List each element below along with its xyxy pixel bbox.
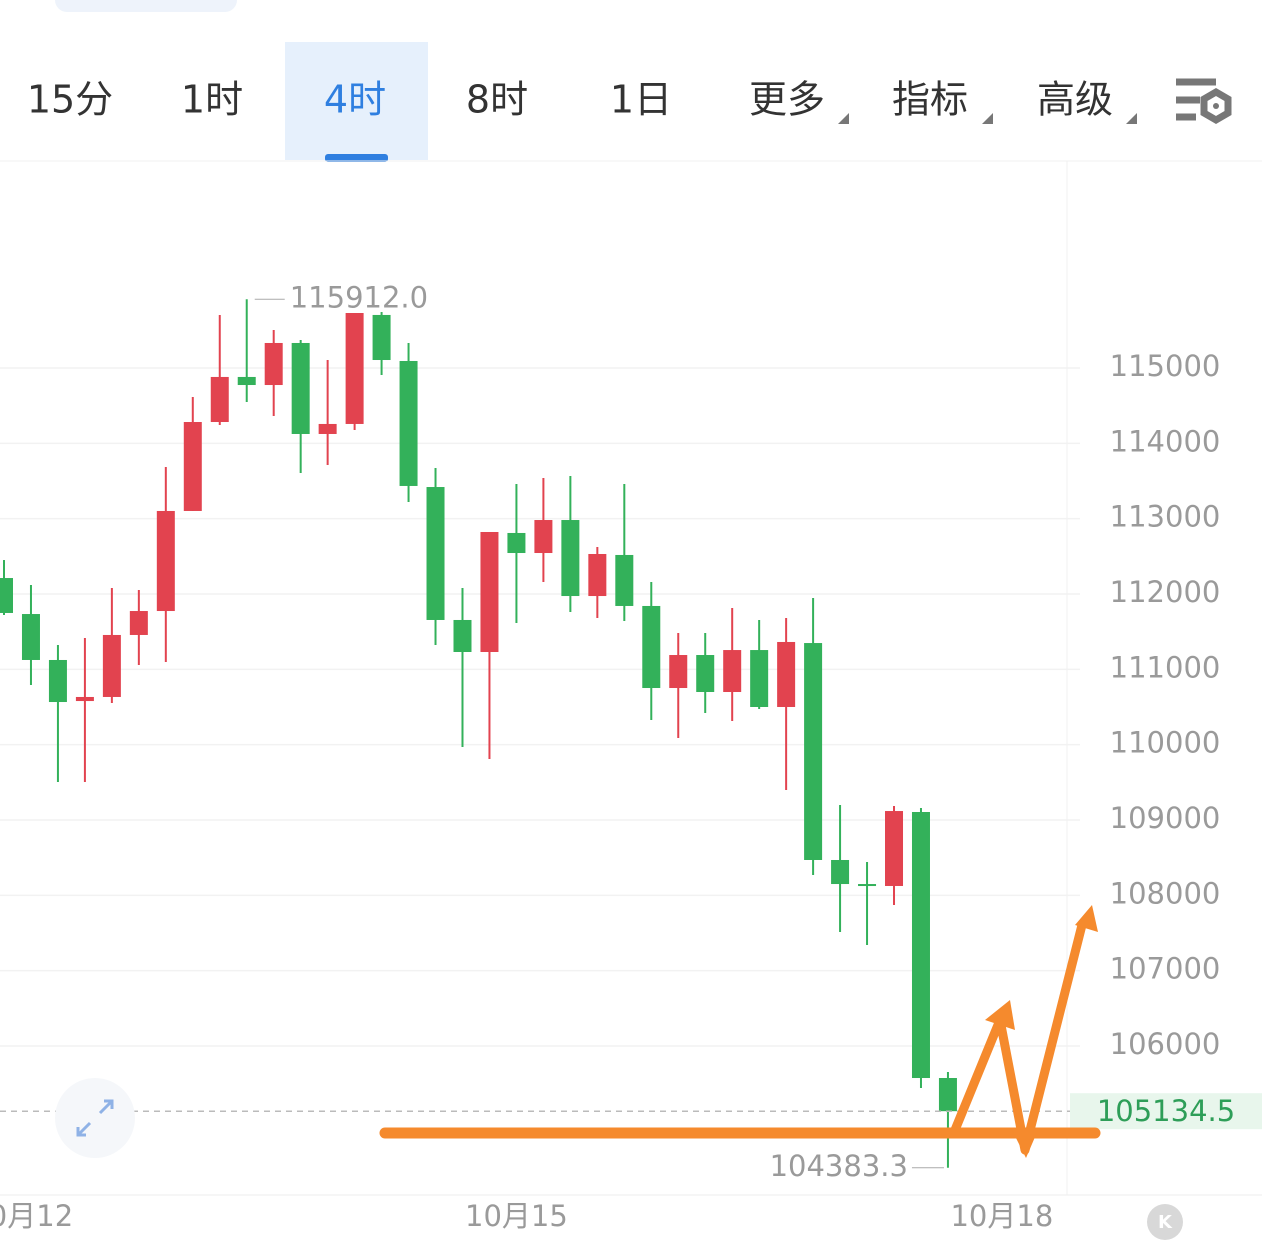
candle-body: [723, 650, 742, 693]
y-tick-label: 114000: [1110, 424, 1221, 458]
candle-body: [372, 314, 391, 361]
candle-body: [48, 659, 67, 703]
y-tick-label: 112000: [1110, 575, 1221, 609]
y-tick-label: 111000: [1110, 650, 1221, 684]
high-marker-label: 115912.0: [290, 280, 428, 314]
candle-body: [777, 641, 796, 707]
y-tick-label: 106000: [1110, 1027, 1221, 1061]
y-tick-label: 110000: [1110, 726, 1221, 760]
last-price-box: [1070, 1093, 1262, 1130]
y-tick-label: 115000: [1110, 349, 1221, 383]
candle-body: [210, 376, 229, 423]
tab[interactable]: 15分: [27, 78, 113, 122]
dropdown-carets: [838, 113, 1137, 124]
candle-body: [669, 655, 688, 689]
candle-body: [453, 619, 472, 652]
candle-body: [480, 531, 499, 652]
expand-button[interactable]: [55, 1078, 135, 1158]
candle-body: [938, 1078, 957, 1112]
candle-body: [642, 605, 661, 689]
candle-body: [156, 510, 175, 612]
candle-body: [399, 360, 418, 486]
last-price-label: 105134.5: [1097, 1094, 1235, 1128]
candle-body: [588, 553, 607, 597]
y-tick-label: 108000: [1110, 876, 1221, 910]
tab-bar: 15分 1时 4时 8时 1日 更多 指标 高级: [27, 78, 1113, 122]
y-tick-label: 109000: [1110, 801, 1221, 835]
candle-body: [615, 554, 634, 606]
candle-body: [264, 342, 283, 386]
candle-body: [426, 487, 445, 620]
tab[interactable]: 1时: [181, 78, 243, 122]
expand-icon: [76, 1099, 114, 1137]
candle-body: [858, 884, 877, 887]
candle-body: [291, 342, 310, 434]
candle-body: [318, 423, 337, 434]
active-tab-underline: [325, 154, 388, 162]
candle-body: [885, 811, 904, 886]
plot: 106000 107000 108000 109000 110000 111000 1120…: [0, 280, 1262, 1233]
candle-body: [804, 643, 823, 860]
candle-body: [102, 634, 121, 697]
candle-body: [75, 696, 94, 702]
x-tick-label: 10月15: [465, 1199, 568, 1233]
k-button[interactable]: [1147, 1204, 1183, 1240]
tab[interactable]: 高级: [1037, 78, 1113, 122]
candle-body: [507, 532, 526, 554]
candle-body: [534, 520, 553, 554]
tab[interactable]: 指标: [892, 78, 968, 122]
tab[interactable]: 8时: [466, 78, 528, 122]
tab[interactable]: 4时: [324, 78, 386, 122]
candle-body: [911, 812, 930, 1079]
low-marker-label: 104383.3: [770, 1149, 908, 1183]
arrow-drawing: [950, 923, 1087, 1155]
y-tick-label: 107000: [1110, 952, 1221, 986]
candle-body: [21, 614, 40, 660]
candle-body: [129, 611, 148, 635]
candle-body: [183, 422, 202, 511]
y-tick-label: 113000: [1110, 500, 1221, 534]
candle-body: [237, 376, 256, 386]
candle-body: [750, 650, 769, 707]
active-tab-bg: [285, 42, 428, 160]
x-tick-label: 10月18: [950, 1199, 1053, 1233]
candle-body: [831, 859, 850, 885]
candle-body: [561, 520, 580, 597]
tab[interactable]: 更多: [749, 78, 825, 122]
tab[interactable]: 1日: [610, 78, 672, 122]
candle-body: [0, 578, 13, 613]
top-pill[interactable]: [55, 0, 237, 12]
settings-icon[interactable]: [1176, 78, 1232, 125]
candle-body: [345, 313, 364, 424]
k-icon: K: [1158, 1212, 1173, 1233]
candle-body: [696, 655, 715, 693]
